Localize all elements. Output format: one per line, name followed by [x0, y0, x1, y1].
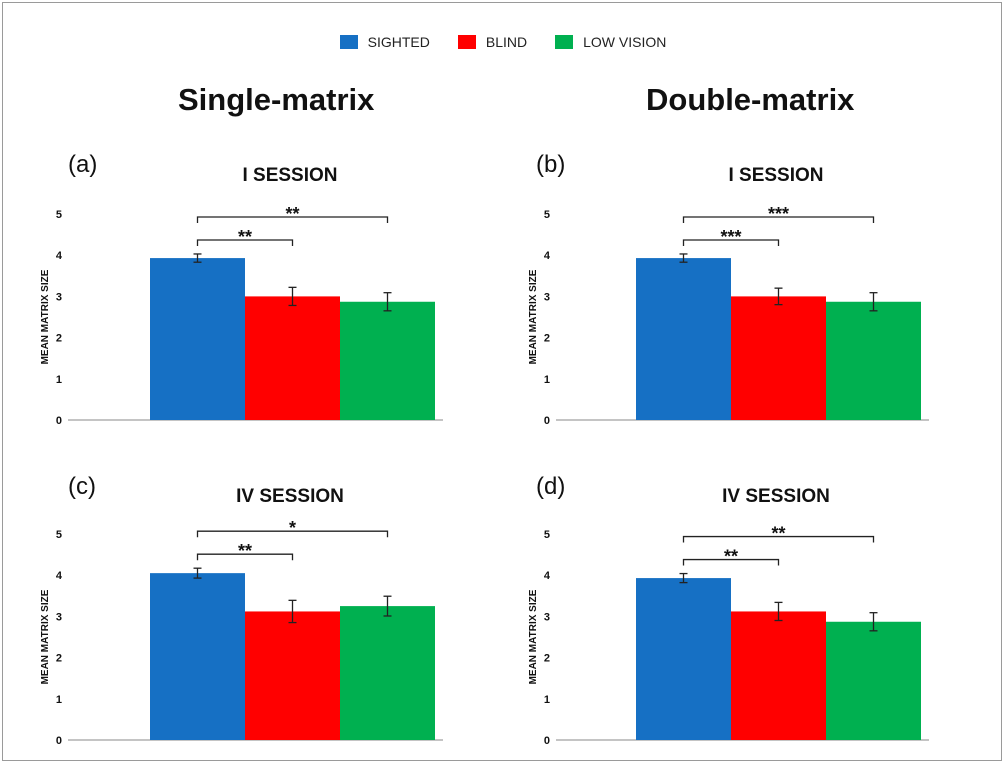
bar-low-vision [826, 301, 921, 420]
significance-bracket [682, 216, 875, 223]
y-tick-label: 0 [544, 415, 550, 427]
bar-sighted [150, 258, 245, 420]
y-tick-label: 2 [56, 653, 62, 665]
y-tick-label: 4 [56, 250, 63, 262]
panel-label: (d) [536, 473, 565, 500]
legend: SIGHTED BLIND LOW VISION [0, 34, 1006, 50]
significance-bracket [196, 216, 389, 223]
bar-blind [245, 296, 340, 420]
legend-label-sighted: SIGHTED [367, 34, 430, 50]
significance-label: *** [768, 204, 789, 224]
significance-bracket [196, 239, 294, 246]
y-tick-label: 1 [544, 374, 550, 386]
bar-blind [731, 296, 826, 420]
y-tick-label: 0 [56, 735, 62, 747]
bar-sighted [636, 578, 731, 740]
significance-bracket [682, 239, 780, 246]
y-tick-label: 0 [56, 415, 62, 427]
y-tick-label: 3 [544, 291, 550, 303]
bar-low-vision [340, 606, 435, 740]
y-tick-label: 5 [544, 529, 550, 541]
chart-panel: (a) I SESSION MEAN MATRIX SIZE 0 1 2 3 4 5 ** ** [40, 151, 443, 427]
bar-sighted [636, 258, 731, 420]
legend-item-sighted: SIGHTED [339, 34, 430, 50]
y-tick-label: 2 [56, 333, 62, 345]
significance-label: * [289, 518, 296, 538]
significance-label: ** [771, 524, 785, 544]
bar-low-vision [340, 301, 435, 420]
panel-label: (b) [536, 151, 565, 178]
y-tick-label: 2 [544, 653, 550, 665]
y-tick-label: 4 [56, 570, 63, 582]
legend-item-low-vision: LOW VISION [555, 34, 666, 50]
bar-blind [245, 611, 340, 740]
chart-title: IV SESSION [236, 486, 344, 507]
y-tick-label: 3 [56, 291, 62, 303]
chart-title: I SESSION [242, 165, 337, 186]
significance-bracket [682, 558, 780, 566]
significance-bracket [682, 535, 875, 543]
legend-swatch-low-vision [555, 35, 574, 49]
chart-title: IV SESSION [722, 486, 830, 507]
y-tick-label: 4 [544, 250, 551, 262]
y-tick-label: 5 [56, 209, 62, 221]
legend-label-blind: BLIND [485, 34, 528, 50]
bar-blind [731, 611, 826, 740]
bar-sighted [150, 573, 245, 740]
y-tick-label: 1 [56, 694, 62, 706]
panel-label: (a) [68, 151, 97, 178]
bar-low-vision [826, 621, 921, 740]
significance-label: ** [238, 227, 252, 247]
chart-panel: (b) I SESSION MEAN MATRIX SIZE 0 1 2 3 4 5 *** *** [528, 151, 929, 427]
significance-label: *** [720, 227, 741, 247]
legend-item-blind: BLIND [457, 34, 528, 50]
y-axis-label: MEAN MATRIX SIZE [40, 269, 51, 364]
y-tick-label: 5 [544, 209, 550, 221]
significance-bracket [196, 553, 294, 561]
y-tick-label: 3 [544, 611, 550, 623]
y-tick-label: 2 [544, 333, 550, 345]
column-title-single-matrix: Single-matrix [178, 82, 375, 117]
chart-panel: (d) IV SESSION MEAN MATRIX SIZE 0 1 2 3 4 5 ** ** [528, 473, 929, 747]
significance-label: ** [724, 547, 738, 567]
y-tick-label: 0 [544, 735, 550, 747]
y-tick-label: 1 [544, 694, 550, 706]
significance-bracket [196, 530, 389, 538]
y-axis-label: MEAN MATRIX SIZE [528, 589, 539, 684]
y-tick-label: 5 [56, 529, 62, 541]
significance-label: ** [285, 204, 299, 224]
y-tick-label: 4 [544, 570, 551, 582]
y-tick-label: 1 [56, 374, 62, 386]
y-axis-label: MEAN MATRIX SIZE [40, 589, 51, 684]
legend-swatch-blind [457, 35, 476, 49]
y-tick-label: 3 [56, 611, 62, 623]
legend-swatch-sighted [339, 35, 358, 49]
significance-label: ** [238, 541, 252, 561]
column-title-double-matrix: Double-matrix [646, 82, 855, 117]
legend-label-low-vision: LOW VISION [583, 34, 667, 50]
panel-label: (c) [68, 473, 96, 500]
chart-title: I SESSION [728, 165, 823, 186]
y-axis-label: MEAN MATRIX SIZE [528, 269, 539, 364]
